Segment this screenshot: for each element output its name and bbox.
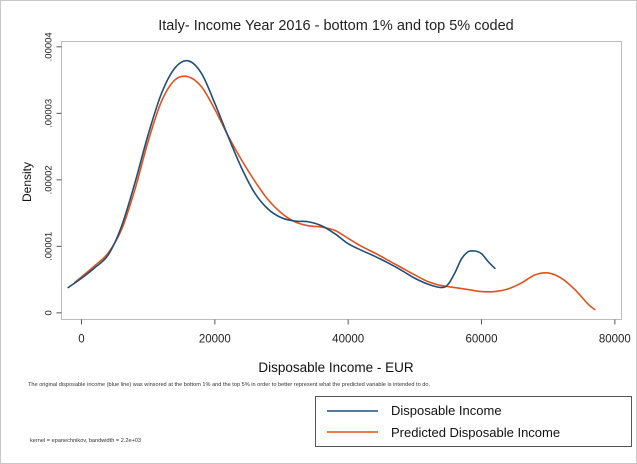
x-tick-label: 20000 (199, 334, 231, 346)
legend-label-predicted-disposable-income: Predicted Disposable Income (391, 425, 560, 440)
series-line-disposable-income (67, 59, 496, 289)
y-tick-label: .00004 (44, 32, 55, 61)
x-tick-label: 0 (78, 334, 84, 346)
y-axis: 0 .00001 .00002 .00003 .00004 (44, 32, 62, 315)
footnote: The original disposable income (blue lin… (28, 382, 430, 388)
y-tick-label: .00003 (44, 99, 55, 128)
x-tick-label: 60000 (466, 334, 498, 346)
series-group (67, 59, 596, 311)
legend: Disposable Income Predicted Disposable I… (315, 396, 632, 447)
x-tick-label: 40000 (332, 334, 364, 346)
y-tick-label: .00002 (44, 165, 55, 194)
plot-area-frame (61, 41, 622, 320)
legend-label-disposable-income: Disposable Income (391, 403, 502, 418)
x-tick-label: 80000 (599, 334, 631, 346)
y-tick-label: 0 (44, 310, 55, 315)
legend-box (315, 396, 632, 447)
x-axis-label: Disposable Income - EUR (258, 360, 414, 375)
x-axis: 0 20000 40000 60000 80000 (78, 319, 631, 346)
series-line-predicted-disposable-income (74, 75, 596, 311)
chart-title: Italy- Income Year 2016 - bottom 1% and … (158, 18, 513, 34)
kernel-note: kernel = epanechnikov, bandwidth = 2.2e+… (30, 438, 141, 444)
y-tick-label: .00001 (44, 232, 55, 261)
y-axis-label: Density (20, 162, 34, 202)
